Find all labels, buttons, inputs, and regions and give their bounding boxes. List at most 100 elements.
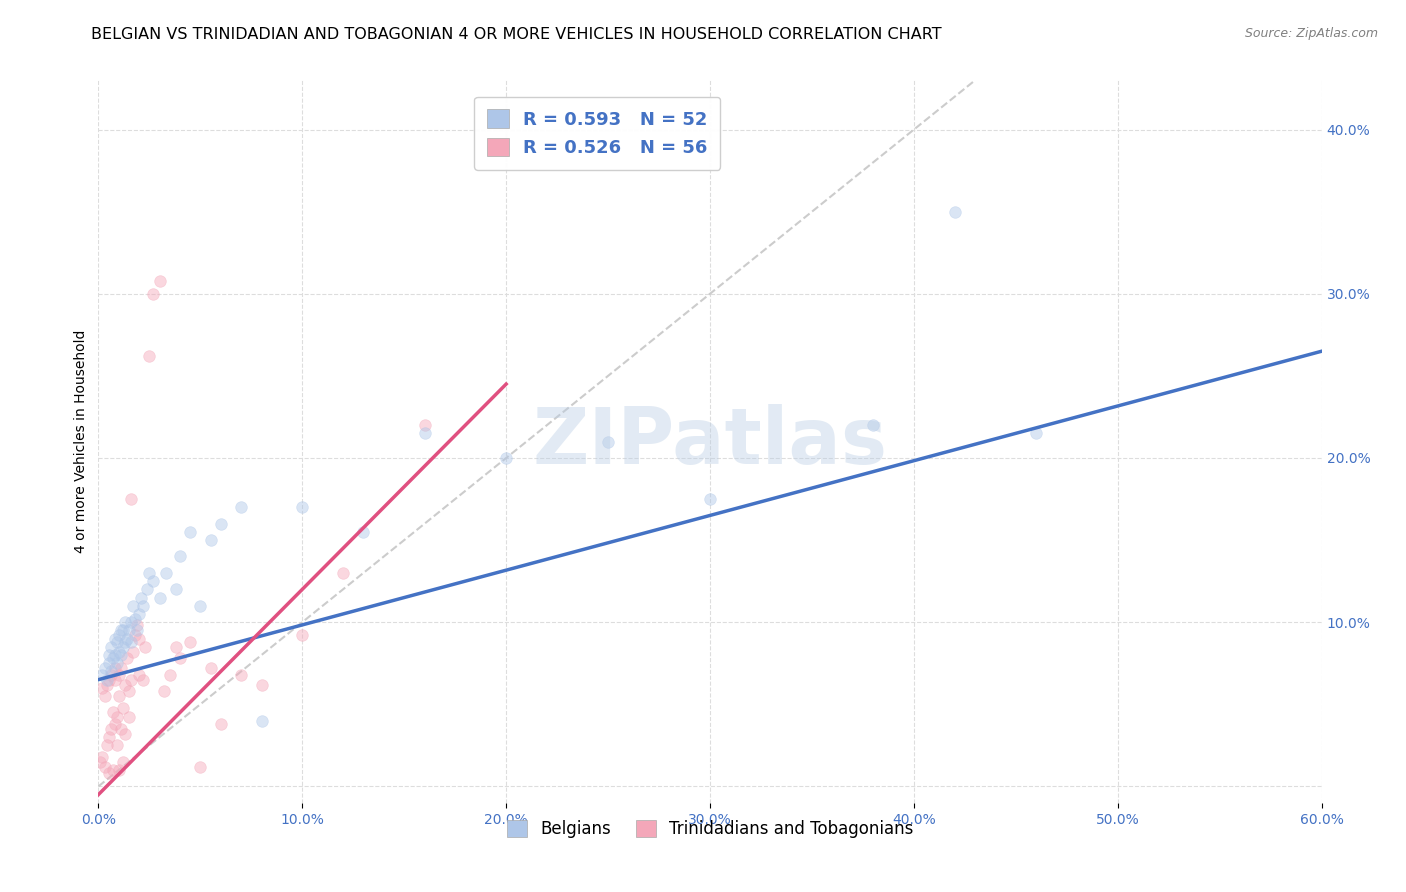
Point: [132, 599, 155, 613]
Point: [105, 635, 128, 649]
Point: [142, 574, 165, 588]
Point: [122, 599, 145, 613]
Point: [104, 673, 127, 687]
Point: [108, 689, 131, 703]
Point: [149, 591, 172, 605]
Point: [291, 628, 314, 642]
Point: [114, 727, 136, 741]
Point: [105, 739, 128, 753]
Point: [101, 706, 124, 720]
Point: [115, 651, 138, 665]
Point: [120, 635, 142, 649]
Point: [200, 533, 222, 547]
Point: [231, 500, 253, 515]
Point: [149, 274, 172, 288]
Point: [93, 661, 115, 675]
Point: [97, 657, 120, 671]
Point: [93, 689, 115, 703]
Point: [91, 749, 114, 764]
Text: ZIPatlas: ZIPatlas: [533, 403, 887, 480]
Point: [699, 491, 721, 506]
Point: [159, 667, 181, 681]
Point: [108, 667, 131, 681]
Point: [111, 700, 134, 714]
Point: [209, 516, 232, 531]
Point: [120, 615, 142, 630]
Point: [495, 450, 517, 465]
Point: [111, 640, 134, 654]
Point: [136, 582, 159, 597]
Point: [93, 760, 115, 774]
Point: [132, 673, 155, 687]
Point: [96, 739, 118, 753]
Point: [209, 717, 232, 731]
Point: [114, 615, 136, 630]
Point: [91, 667, 114, 681]
Point: [128, 667, 150, 681]
Point: [91, 681, 114, 695]
Point: [111, 624, 134, 638]
Point: [128, 632, 150, 646]
Point: [110, 648, 132, 662]
Point: [188, 599, 212, 613]
Point: [128, 607, 150, 621]
Point: [101, 651, 124, 665]
Point: [104, 717, 127, 731]
Point: [413, 426, 436, 441]
Point: [179, 635, 201, 649]
Point: [115, 632, 138, 646]
Point: [104, 648, 127, 662]
Point: [122, 645, 145, 659]
Point: [120, 673, 142, 687]
Point: [231, 667, 253, 681]
Point: [352, 524, 374, 539]
Point: [862, 418, 884, 433]
Point: [188, 760, 212, 774]
Point: [100, 722, 122, 736]
Point: [124, 612, 146, 626]
Point: [110, 661, 132, 675]
Point: [111, 755, 134, 769]
Point: [105, 657, 128, 671]
Text: BELGIAN VS TRINIDADIAN AND TOBAGONIAN 4 OR MORE VEHICLES IN HOUSEHOLD CORRELATIO: BELGIAN VS TRINIDADIAN AND TOBAGONIAN 4 …: [91, 27, 942, 42]
Point: [1025, 426, 1047, 441]
Point: [142, 286, 165, 301]
Point: [169, 651, 191, 665]
Point: [179, 524, 201, 539]
Point: [138, 566, 160, 580]
Point: [169, 549, 191, 564]
Point: [118, 624, 141, 638]
Point: [108, 645, 131, 659]
Point: [200, 661, 222, 675]
Legend: Belgians, Trinidadians and Tobagonians: Belgians, Trinidadians and Tobagonians: [501, 814, 920, 845]
Point: [96, 677, 118, 691]
Point: [165, 582, 187, 597]
Point: [598, 434, 620, 449]
Point: [101, 763, 124, 777]
Point: [114, 635, 136, 649]
Point: [97, 673, 120, 687]
Point: [165, 640, 187, 654]
Point: [100, 640, 122, 654]
Point: [108, 763, 131, 777]
Point: [118, 684, 141, 698]
Point: [124, 628, 146, 642]
Y-axis label: 4 or more Vehicles in Household: 4 or more Vehicles in Household: [75, 330, 89, 553]
Point: [100, 667, 122, 681]
Point: [155, 566, 177, 580]
Text: Source: ZipAtlas.com: Source: ZipAtlas.com: [1244, 27, 1378, 40]
Point: [413, 418, 436, 433]
Point: [89, 755, 111, 769]
Point: [97, 730, 120, 744]
Point: [127, 624, 149, 638]
Point: [291, 500, 314, 515]
Point: [250, 677, 273, 691]
Point: [110, 722, 132, 736]
Point: [332, 566, 354, 580]
Point: [118, 710, 141, 724]
Point: [96, 673, 118, 687]
Point: [108, 628, 131, 642]
Point: [134, 640, 156, 654]
Point: [250, 714, 273, 728]
Point: [104, 661, 127, 675]
